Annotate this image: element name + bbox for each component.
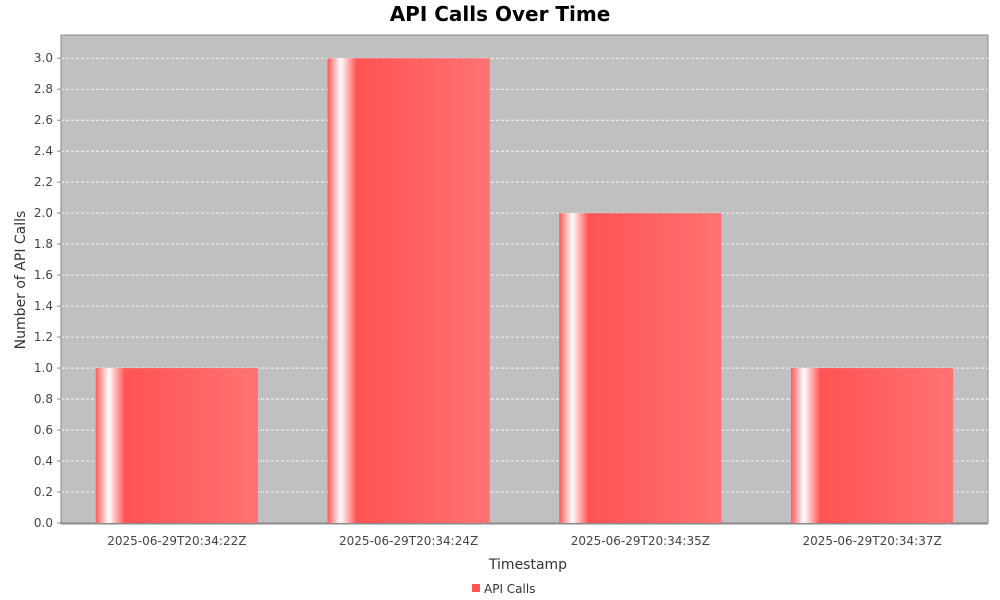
- bar: [95, 368, 258, 523]
- x-tick-label: 2025-06-29T20:34:22Z: [107, 534, 246, 548]
- x-axis-ticks: 2025-06-29T20:34:22Z 2025-06-29T20:34:24Z…: [107, 534, 941, 548]
- x-tick-label: 2025-06-29T20:34:24Z: [339, 534, 478, 548]
- bar: [559, 213, 722, 523]
- y-tick-label: 1.8: [34, 237, 53, 251]
- y-tick-label: 0.0: [34, 516, 53, 530]
- x-tick-label: 2025-06-29T20:34:37Z: [803, 534, 942, 548]
- legend: API Calls: [472, 582, 535, 596]
- legend-swatch: [472, 584, 480, 592]
- y-axis-label: Number of API Calls: [13, 211, 29, 350]
- y-tick-label: 0.6: [34, 423, 53, 437]
- bars: [95, 58, 954, 523]
- y-tick-label: 1.6: [34, 268, 53, 282]
- y-tick-label: 1.0: [34, 361, 53, 375]
- legend-label: API Calls: [484, 582, 535, 596]
- y-tick-label: 1.4: [34, 299, 53, 313]
- y-tick-label: 2.0: [34, 206, 53, 220]
- y-axis-ticks: 0.0 0.2 0.4 0.6 0.8 1.0 1.2 1.4 1.6 1.8 2.0 2.2 2.4 2…: [34, 51, 61, 530]
- y-tick-label: 3.0: [34, 51, 53, 65]
- y-tick-label: 1.2: [34, 330, 53, 344]
- y-tick-label: 0.4: [34, 454, 53, 468]
- x-axis-label: Timestamp: [488, 557, 567, 573]
- bar: [791, 368, 954, 523]
- bar: [327, 58, 490, 523]
- y-tick-label: 2.8: [34, 82, 53, 96]
- y-tick-label: 2.6: [34, 113, 53, 127]
- chart-title: API Calls Over Time: [390, 2, 611, 26]
- x-tick-label: 2025-06-29T20:34:35Z: [571, 534, 710, 548]
- y-tick-label: 2.2: [34, 175, 53, 189]
- y-tick-label: 2.4: [34, 144, 53, 158]
- y-tick-label: 0.2: [34, 485, 53, 499]
- y-tick-label: 0.8: [34, 392, 53, 406]
